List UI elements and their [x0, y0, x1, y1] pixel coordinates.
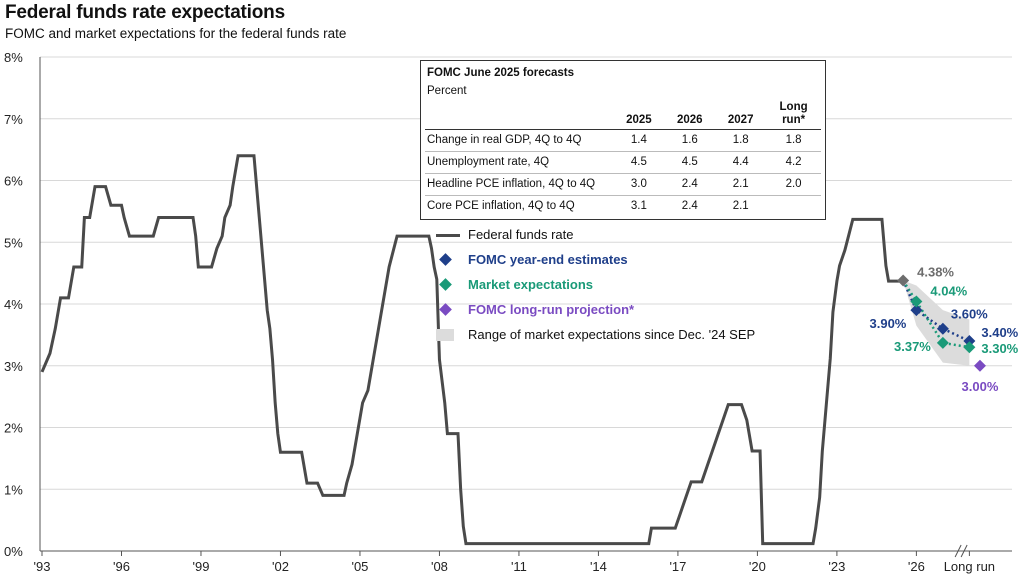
- x-tick-label: '26: [908, 559, 925, 574]
- x-tick-label: '17: [669, 559, 686, 574]
- y-tick-label: 5%: [4, 235, 23, 250]
- y-tick-label: 6%: [4, 174, 23, 189]
- cell-value: 2.4: [664, 195, 716, 217]
- market-2026-label: 3.37%: [894, 339, 931, 354]
- table-row: Change in real GDP, 4Q to 4Q 1.4 1.6 1.8…: [425, 129, 821, 152]
- fomc-diamond: [936, 322, 949, 335]
- table-row: Core PCE inflation, 4Q to 4Q 3.1 2.4 2.1: [425, 195, 821, 217]
- x-tick-label: '05: [351, 559, 368, 574]
- y-tick-label: 0%: [4, 544, 23, 559]
- cell-value: 4.5: [613, 151, 665, 174]
- start-value-label: 4.38%: [917, 265, 954, 280]
- forecast-table-title: FOMC June 2025 forecasts: [427, 67, 575, 79]
- legend-label: FOMC year-end estimates: [468, 252, 628, 267]
- cell-value: 1.8: [715, 129, 767, 152]
- table-row: Headline PCE inflation, 4Q to 4Q 3.0 2.4…: [425, 173, 821, 196]
- y-tick-label: 7%: [4, 112, 23, 127]
- row-label: Core PCE inflation, 4Q to 4Q: [425, 195, 614, 217]
- legend-label: FOMC long-run projection*: [468, 302, 635, 317]
- cell-value: 2.4: [664, 173, 716, 196]
- y-tick-label: 1%: [4, 482, 23, 497]
- forecast-header-blank: [425, 99, 614, 130]
- forecast-table-box: FOMC June 2025 forecasts Percent 2025 20…: [420, 60, 826, 220]
- axis-break-mark: [954, 544, 962, 558]
- forecast-col-2027: 2027: [715, 99, 767, 130]
- legend-marker: [436, 234, 460, 237]
- y-tick-label: 2%: [4, 421, 23, 436]
- chart-title: Federal funds rate expectations: [5, 2, 285, 23]
- fomc-diamond: [963, 335, 976, 348]
- chart-subtitle: FOMC and market expectations for the fed…: [5, 26, 347, 41]
- market-diamond: [936, 336, 949, 349]
- cell-value: 4.2: [766, 151, 821, 174]
- row-label: Unemployment rate, 4Q: [425, 151, 614, 174]
- x-tick-label: '20: [749, 559, 766, 574]
- market-2025-label: 4.04%: [930, 284, 967, 299]
- longrun-value-label: 3.00%: [962, 379, 999, 394]
- axis-break-mark: [960, 544, 968, 558]
- market-2027-label: 3.30%: [981, 341, 1018, 356]
- fed-funds-line: [40, 154, 902, 546]
- x-tick-label: '14: [590, 559, 607, 574]
- x-tick-label: '02: [272, 559, 289, 574]
- row-label: Headline PCE inflation, 4Q to 4Q: [425, 173, 614, 196]
- legend-marker: [436, 329, 454, 341]
- x-tick-label: '11: [511, 559, 527, 574]
- y-tick-label: 3%: [4, 359, 23, 374]
- fomc-diamond: [910, 304, 923, 317]
- x-tick-label: '96: [113, 559, 130, 574]
- forecast-col-longrun: Long run*: [766, 99, 821, 130]
- cell-value: 4.4: [715, 151, 767, 174]
- fomc-dotted-line: [901, 280, 970, 343]
- cell-value: 1.4: [613, 129, 665, 152]
- x-tick-label: '93: [34, 559, 51, 574]
- fomc-2027-label: 3.40%: [981, 325, 1018, 340]
- longrun-diamond: [973, 359, 986, 372]
- x-tick-label: '08: [431, 559, 448, 574]
- legend-label: Federal funds rate: [468, 227, 574, 242]
- table-row: Unemployment rate, 4Q 4.5 4.5 4.4 4.2: [425, 151, 821, 174]
- legend-label: Market expectations: [468, 277, 593, 292]
- legend-label: Range of market expectations since Dec. …: [468, 327, 756, 342]
- market-diamond: [963, 341, 976, 354]
- cell-value: 2.1: [715, 173, 767, 196]
- forecast-table: 2025 2026 2027 Long run* Change in real …: [425, 99, 821, 217]
- fomc-2026-label: 3.60%: [951, 307, 988, 322]
- cell-value: 1.8: [766, 129, 821, 152]
- cell-value: 3.0: [613, 173, 665, 196]
- y-tick-label: 4%: [4, 297, 23, 312]
- market-diamond: [910, 295, 923, 308]
- row-label: Change in real GDP, 4Q to 4Q: [425, 129, 614, 152]
- cell-value: 1.6: [664, 129, 716, 152]
- cell-value: 2.0: [766, 173, 821, 196]
- x-tick-label: '99: [193, 559, 210, 574]
- cell-value: [766, 195, 821, 217]
- forecast-col-2025: 2025: [613, 99, 665, 130]
- x-tick-label: Long run: [944, 559, 995, 574]
- x-tick-label: '23: [828, 559, 845, 574]
- fomc-2025-label: 3.90%: [870, 316, 907, 331]
- forecast-table-unit: Percent: [427, 85, 467, 97]
- cell-value: 3.1: [613, 195, 665, 217]
- cell-value: 4.5: [664, 151, 716, 174]
- y-tick-label: 8%: [4, 50, 23, 65]
- forecast-header-row: 2025 2026 2027 Long run*: [425, 99, 821, 130]
- forecast-col-2026: 2026: [664, 99, 716, 130]
- start-point-diamond: [897, 274, 910, 287]
- cell-value: 2.1: [715, 195, 767, 217]
